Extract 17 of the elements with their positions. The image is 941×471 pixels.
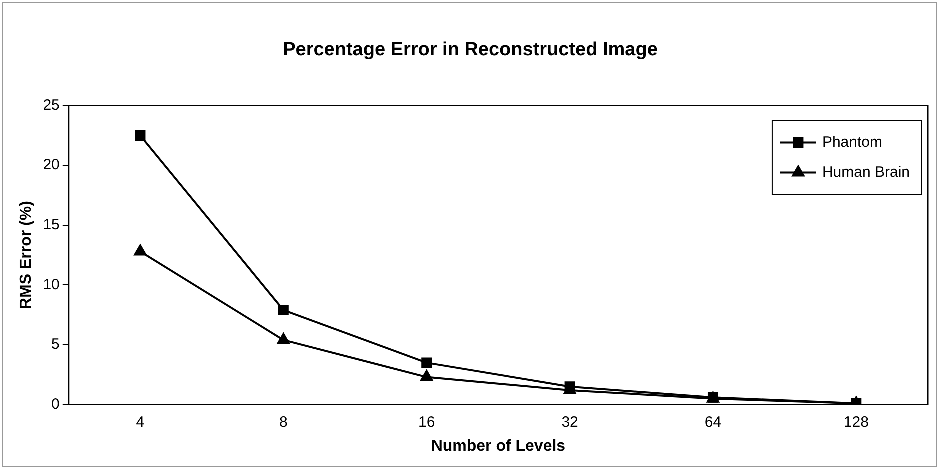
y-tick-label: 10 <box>43 276 60 294</box>
x-tick-label: 64 <box>704 414 722 431</box>
x-tick-label: 8 <box>279 414 288 431</box>
x-tick-label: 16 <box>418 414 436 431</box>
legend-label: Human Brain <box>822 164 910 181</box>
x-tick-label: 128 <box>844 414 869 431</box>
x-axis-title: Number of Levels <box>431 438 566 455</box>
y-axis-title: RMS Error (%) <box>18 201 36 310</box>
y-tick-label: 0 <box>52 396 60 413</box>
x-tick-label: 4 <box>136 414 145 431</box>
chart-title: Percentage Error in Reconstructed Image <box>283 40 658 61</box>
y-tick-label: 20 <box>43 156 60 174</box>
x-tick-label: 32 <box>562 414 578 431</box>
y-tick-label: 15 <box>43 216 60 234</box>
legend-label: Phantom <box>822 134 883 151</box>
y-tick-label: 25 <box>43 96 60 114</box>
y-tick-label: 5 <box>52 336 60 354</box>
